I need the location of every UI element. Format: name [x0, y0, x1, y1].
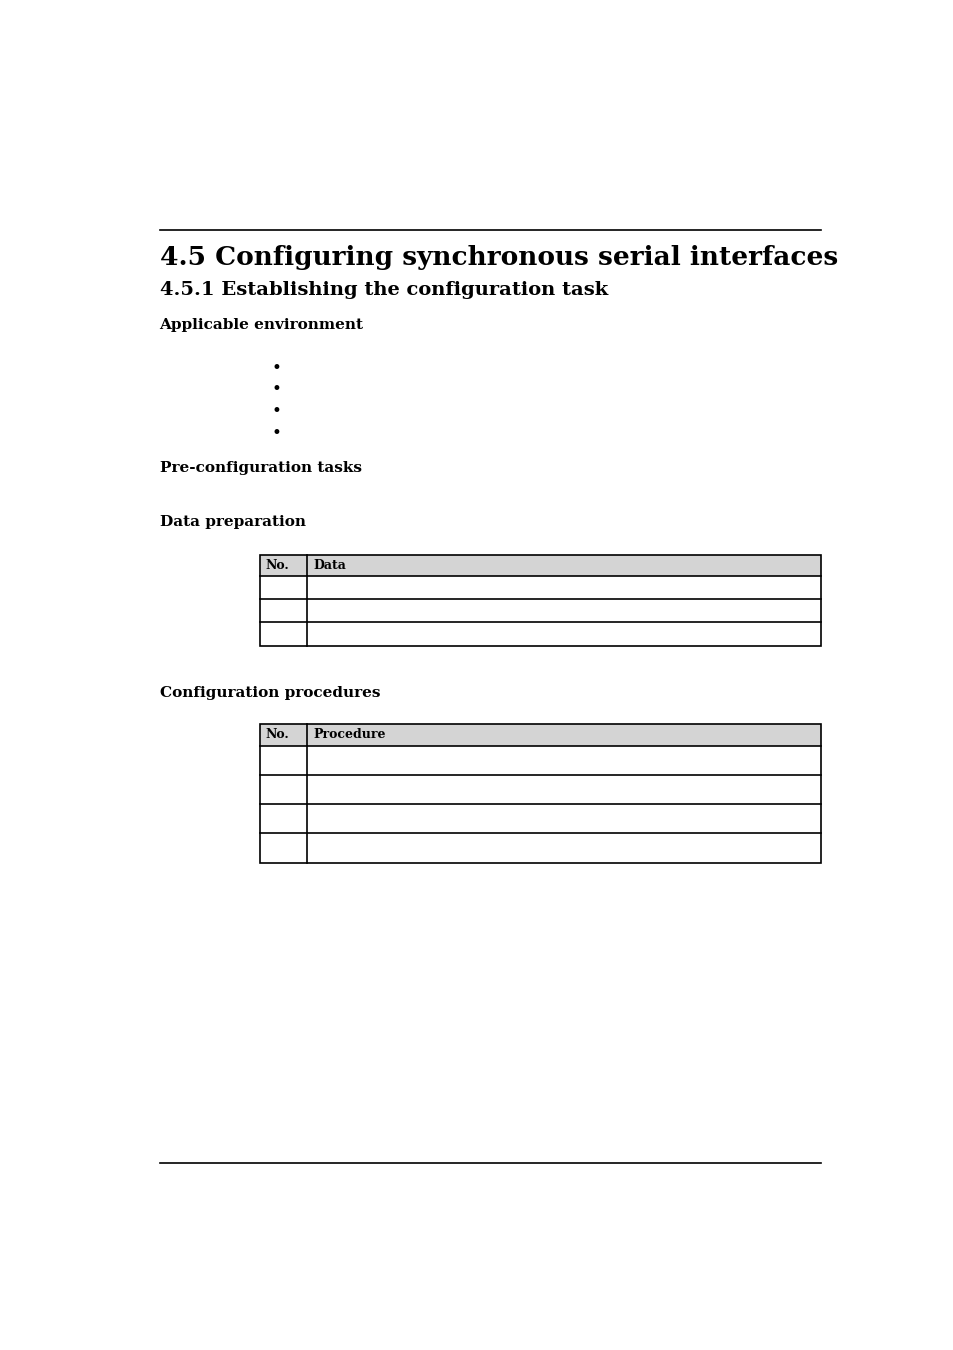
- Text: •: •: [272, 360, 281, 377]
- Text: Procedure: Procedure: [313, 729, 385, 741]
- Text: No.: No.: [265, 559, 289, 572]
- Text: •: •: [272, 404, 281, 420]
- Text: •: •: [272, 382, 281, 398]
- Text: •: •: [272, 424, 281, 441]
- Text: No.: No.: [265, 729, 289, 741]
- Text: 4.5.1 Establishing the configuration task: 4.5.1 Establishing the configuration tas…: [159, 281, 607, 300]
- Bar: [260, 555, 820, 645]
- Bar: [260, 724, 820, 745]
- Bar: [260, 555, 820, 576]
- Bar: [260, 724, 820, 863]
- Text: Applicable environment: Applicable environment: [159, 317, 363, 332]
- Text: Data preparation: Data preparation: [159, 514, 305, 529]
- Text: Configuration procedures: Configuration procedures: [159, 686, 379, 699]
- Text: Pre-configuration tasks: Pre-configuration tasks: [159, 460, 361, 475]
- Text: 4.5 Configuring synchronous serial interfaces: 4.5 Configuring synchronous serial inter…: [159, 246, 837, 270]
- Text: Data: Data: [313, 559, 346, 572]
